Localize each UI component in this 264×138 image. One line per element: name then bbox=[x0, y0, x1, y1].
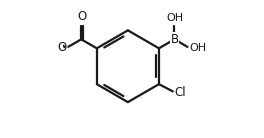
Text: O: O bbox=[57, 41, 66, 54]
Text: Cl: Cl bbox=[175, 86, 186, 99]
Text: OH: OH bbox=[166, 13, 183, 23]
Text: B: B bbox=[170, 33, 178, 46]
Text: OH: OH bbox=[190, 43, 207, 53]
Text: O: O bbox=[78, 10, 87, 23]
